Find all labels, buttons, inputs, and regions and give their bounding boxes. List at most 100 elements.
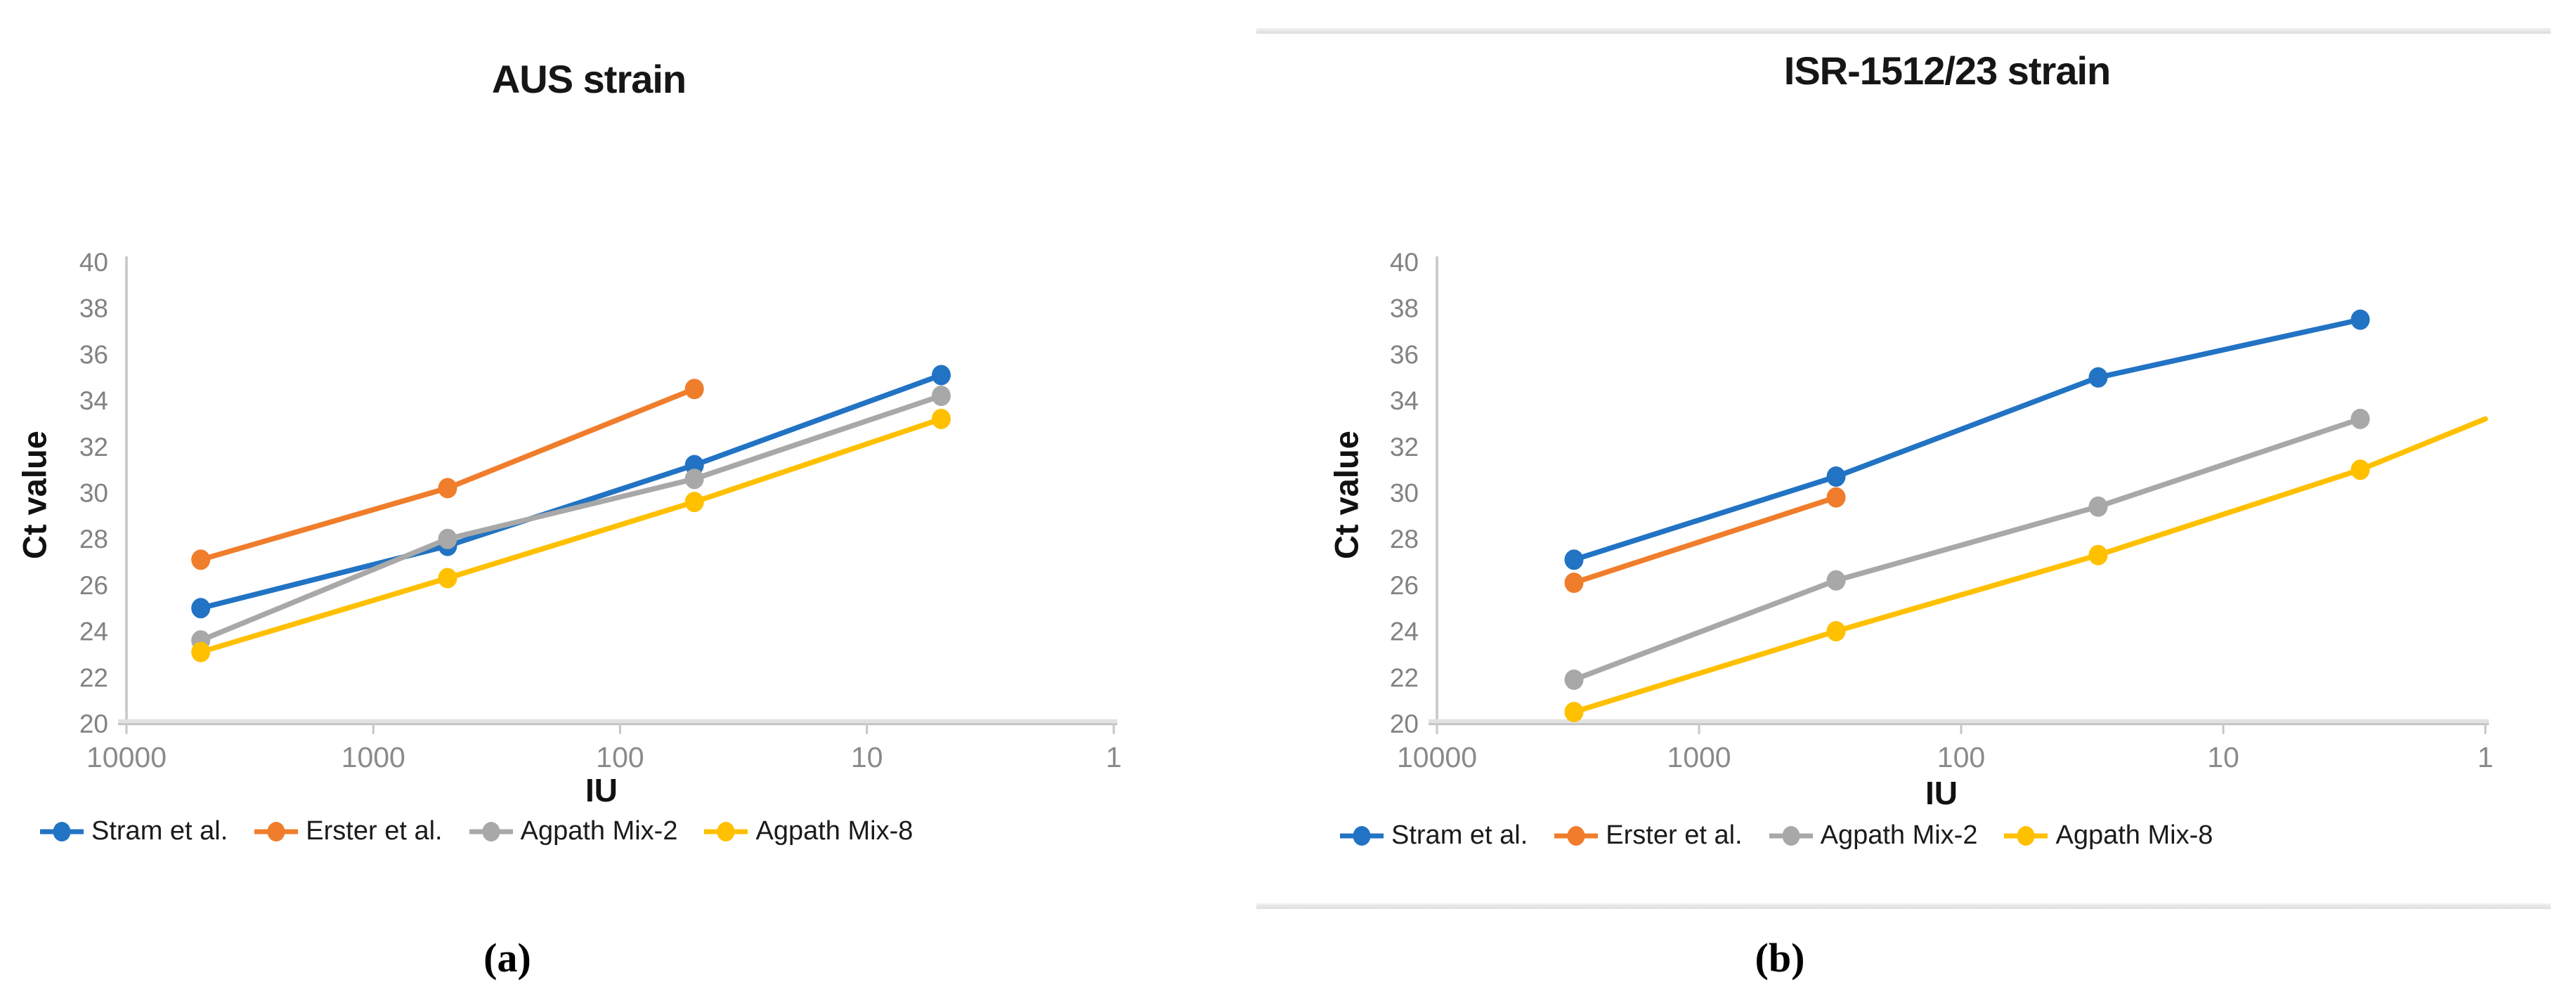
legend-marker-icon (254, 821, 299, 842)
y-tick-label: 38 (79, 294, 108, 323)
y-tick-label: 34 (1390, 386, 1419, 415)
plot-area-a: 10000 1000 100 10 1 40 38 36 34 32 30 28 26 24 22 20 (79, 248, 1122, 773)
legend-label: Agpath Mix-2 (520, 816, 678, 846)
legend-b: Stram et al. Erster et al. Agpath Mix-2 Agp… (1339, 820, 2213, 851)
caption-b: (b) (1755, 935, 1805, 981)
legend-item-erster-et-al-: Erster et al. (253, 816, 443, 846)
panel-b-top-border (1256, 28, 2551, 34)
plot-area-b: 10000 1000 100 10 1 40 38 36 34 32 30 28 26 24 22 20 (1390, 248, 2494, 773)
data-point-marker (2088, 496, 2108, 517)
legend-label: Stram et al. (91, 816, 228, 846)
legend-dot (717, 821, 735, 842)
panel-b-isr-strain: ISR-1512/23 strain Ct value 10000 1000 100… (1256, 0, 2576, 1008)
data-point-marker (2088, 367, 2108, 388)
y-tick-label: 24 (79, 617, 108, 646)
legend-marker-icon (469, 821, 513, 842)
data-point-marker (932, 365, 951, 386)
legend-item-stram-et-al-: Stram et al. (39, 816, 228, 846)
data-point-marker (932, 386, 951, 406)
data-point-marker (191, 549, 211, 570)
data-point-marker (438, 478, 457, 499)
x-axis-label-a: IU (585, 772, 618, 809)
caption-a: (a) (483, 935, 531, 981)
y-tick-label: 40 (79, 248, 108, 277)
series-line-Agpath Mix-2 (1571, 416, 2363, 683)
legend-dot (1353, 825, 1371, 846)
series-line-Stram et al. (1571, 317, 2363, 563)
y-tick-label: 30 (1390, 479, 1419, 508)
legend-label: Erster et al. (306, 816, 443, 846)
y-tick-label: 36 (1390, 340, 1419, 369)
x-tick-label: 10000 (1397, 741, 1477, 773)
data-point-marker (684, 469, 704, 490)
x-tick-label: 1000 (1667, 741, 1731, 773)
chart-title-a: AUS strain (491, 57, 687, 101)
data-point-marker (2088, 544, 2108, 565)
data-point-marker (2350, 309, 2370, 330)
legend-dot (482, 821, 500, 842)
y-tick-label: 40 (1390, 248, 1419, 277)
x-tick-label: 100 (596, 741, 644, 773)
x-tick-label: 10 (851, 741, 883, 773)
series-line-Agpath Mix-8 (197, 416, 944, 655)
data-point-marker (1826, 487, 1846, 508)
legend-a: Stram et al. Erster et al. Agpath Mix-2 Agp… (39, 816, 913, 846)
y-tick-label: 22 (79, 663, 108, 692)
legend-marker-icon (704, 821, 748, 842)
panel-a-aus-strain: AUS strain Ct value 10000 1000 100 10 1 40 38 3… (16, 57, 1122, 981)
y-tick-label: 20 (79, 709, 108, 738)
data-point-marker (1826, 621, 1846, 642)
data-point-marker (684, 379, 704, 400)
legend-item-erster-et-al-: Erster et al. (1553, 820, 1743, 851)
y-tick-label: 26 (1390, 571, 1419, 600)
x-tick-label: 1 (2478, 741, 2494, 773)
legend-dot (1782, 825, 1800, 846)
legend-item-stram-et-al-: Stram et al. (1339, 820, 1528, 851)
y-tick-label: 34 (79, 386, 108, 415)
y-tick-label: 20 (1390, 709, 1419, 738)
legend-item-agpath-mix-8: Agpath Mix-8 (2003, 820, 2213, 851)
x-tick-label: 1000 (341, 741, 405, 773)
legend-item-agpath-mix-2: Agpath Mix-2 (1768, 820, 1978, 851)
y-tick-label: 32 (79, 433, 108, 462)
series-line-Agpath Mix-2 (197, 393, 944, 643)
data-point-marker (1564, 669, 1584, 690)
data-point-marker (1564, 572, 1584, 594)
legend-label: Agpath Mix-8 (755, 816, 913, 846)
data-point-marker (191, 641, 211, 662)
legend-marker-icon (1340, 825, 1384, 846)
y-tick-label: 28 (79, 525, 108, 554)
data-point-marker (191, 598, 211, 619)
legend-item-agpath-mix-2: Agpath Mix-2 (468, 816, 678, 846)
legend-dot (267, 821, 285, 842)
legend-item-agpath-mix-8: Agpath Mix-8 (703, 816, 913, 846)
legend-marker-icon (40, 821, 84, 842)
chart-title-b: ISR-1512/23 strain (1783, 48, 2111, 93)
x-tick-label: 10 (2207, 741, 2239, 773)
y-tick-label: 24 (1390, 617, 1419, 646)
data-point-marker (932, 408, 951, 429)
panel-b-bottom-border (1256, 903, 2551, 909)
x-axis-label-b: IU (1925, 775, 1958, 811)
data-point-marker (438, 528, 457, 549)
legend-marker-icon (2004, 825, 2048, 846)
y-tick-label: 22 (1390, 663, 1419, 692)
legend-label: Agpath Mix-8 (2055, 820, 2213, 850)
data-point-marker (1826, 466, 1846, 487)
data-point-marker (1564, 702, 1584, 723)
x-tick-label: 10000 (86, 741, 167, 773)
data-point-marker (1564, 549, 1584, 570)
legend-label: Agpath Mix-2 (1820, 820, 1978, 850)
legend-dot (53, 821, 71, 842)
legend-label: Erster et al. (1606, 820, 1743, 850)
x-tick-label: 100 (1937, 741, 1985, 773)
y-tick-label: 38 (1390, 294, 1419, 323)
y-tick-label: 30 (79, 479, 108, 508)
data-point-marker (2350, 408, 2370, 429)
y-tick-label: 28 (1390, 525, 1419, 554)
legend-marker-icon (1554, 825, 1599, 846)
data-point-marker (2350, 459, 2370, 480)
legend-marker-icon (1769, 825, 1813, 846)
series-line-Agpath Mix-8 (1571, 416, 2488, 715)
legend-label: Stram et al. (1391, 820, 1528, 850)
